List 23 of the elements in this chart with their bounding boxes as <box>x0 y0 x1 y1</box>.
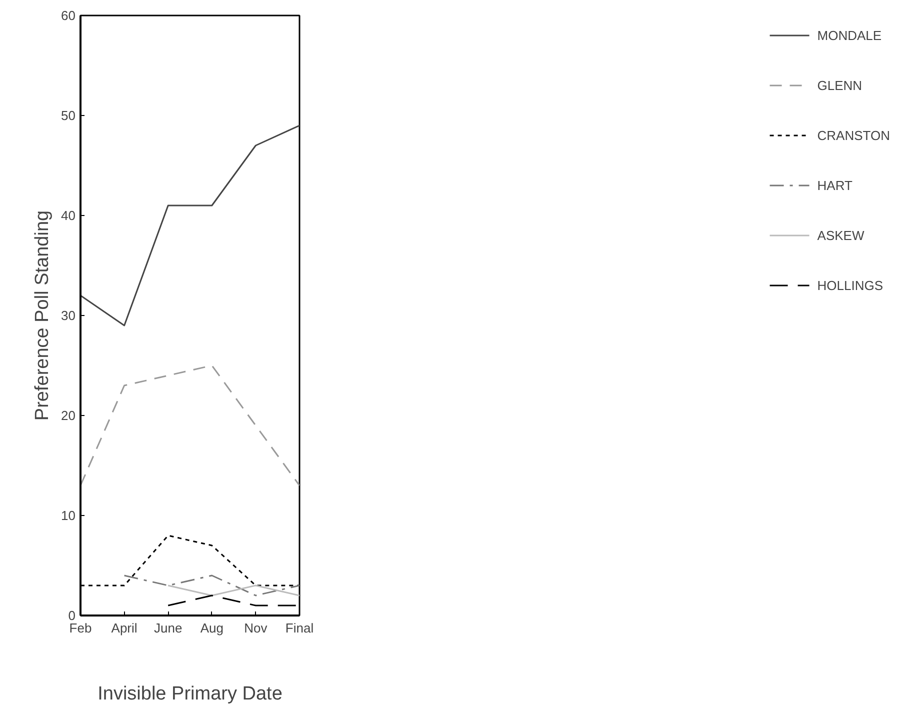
y-tick-label: 40 <box>61 208 76 223</box>
y-tick-label: 0 <box>68 608 76 623</box>
x-tick-label: Feb <box>69 620 92 636</box>
line-series <box>80 124 300 326</box>
x-axis-title: Invisible Primary Date <box>98 684 282 704</box>
y-tick-label: 30 <box>61 308 76 323</box>
legend-label: HOLLINGS <box>817 278 884 292</box>
legend-label: GLENN <box>817 78 862 92</box>
legend-label: CRANSTON <box>817 128 890 142</box>
x-tick-label: Nov <box>244 620 268 636</box>
y-tick-label: 50 <box>61 108 76 123</box>
y-tick-label: 60 <box>61 8 76 23</box>
legend-label: HART <box>817 178 852 192</box>
legend-label: ASKEW <box>817 228 864 242</box>
legend-label: MONDALE <box>817 28 882 42</box>
x-tick-label: Final <box>285 620 314 636</box>
y-tick-label: 20 <box>61 408 76 423</box>
y-axis-title: Preference Poll Standing <box>32 210 54 421</box>
x-tick-label: April <box>111 620 138 636</box>
y-tick-label: 10 <box>61 508 76 523</box>
x-tick-label: June <box>154 620 182 636</box>
line-series <box>80 364 300 486</box>
x-tick-label: Aug <box>200 620 224 636</box>
